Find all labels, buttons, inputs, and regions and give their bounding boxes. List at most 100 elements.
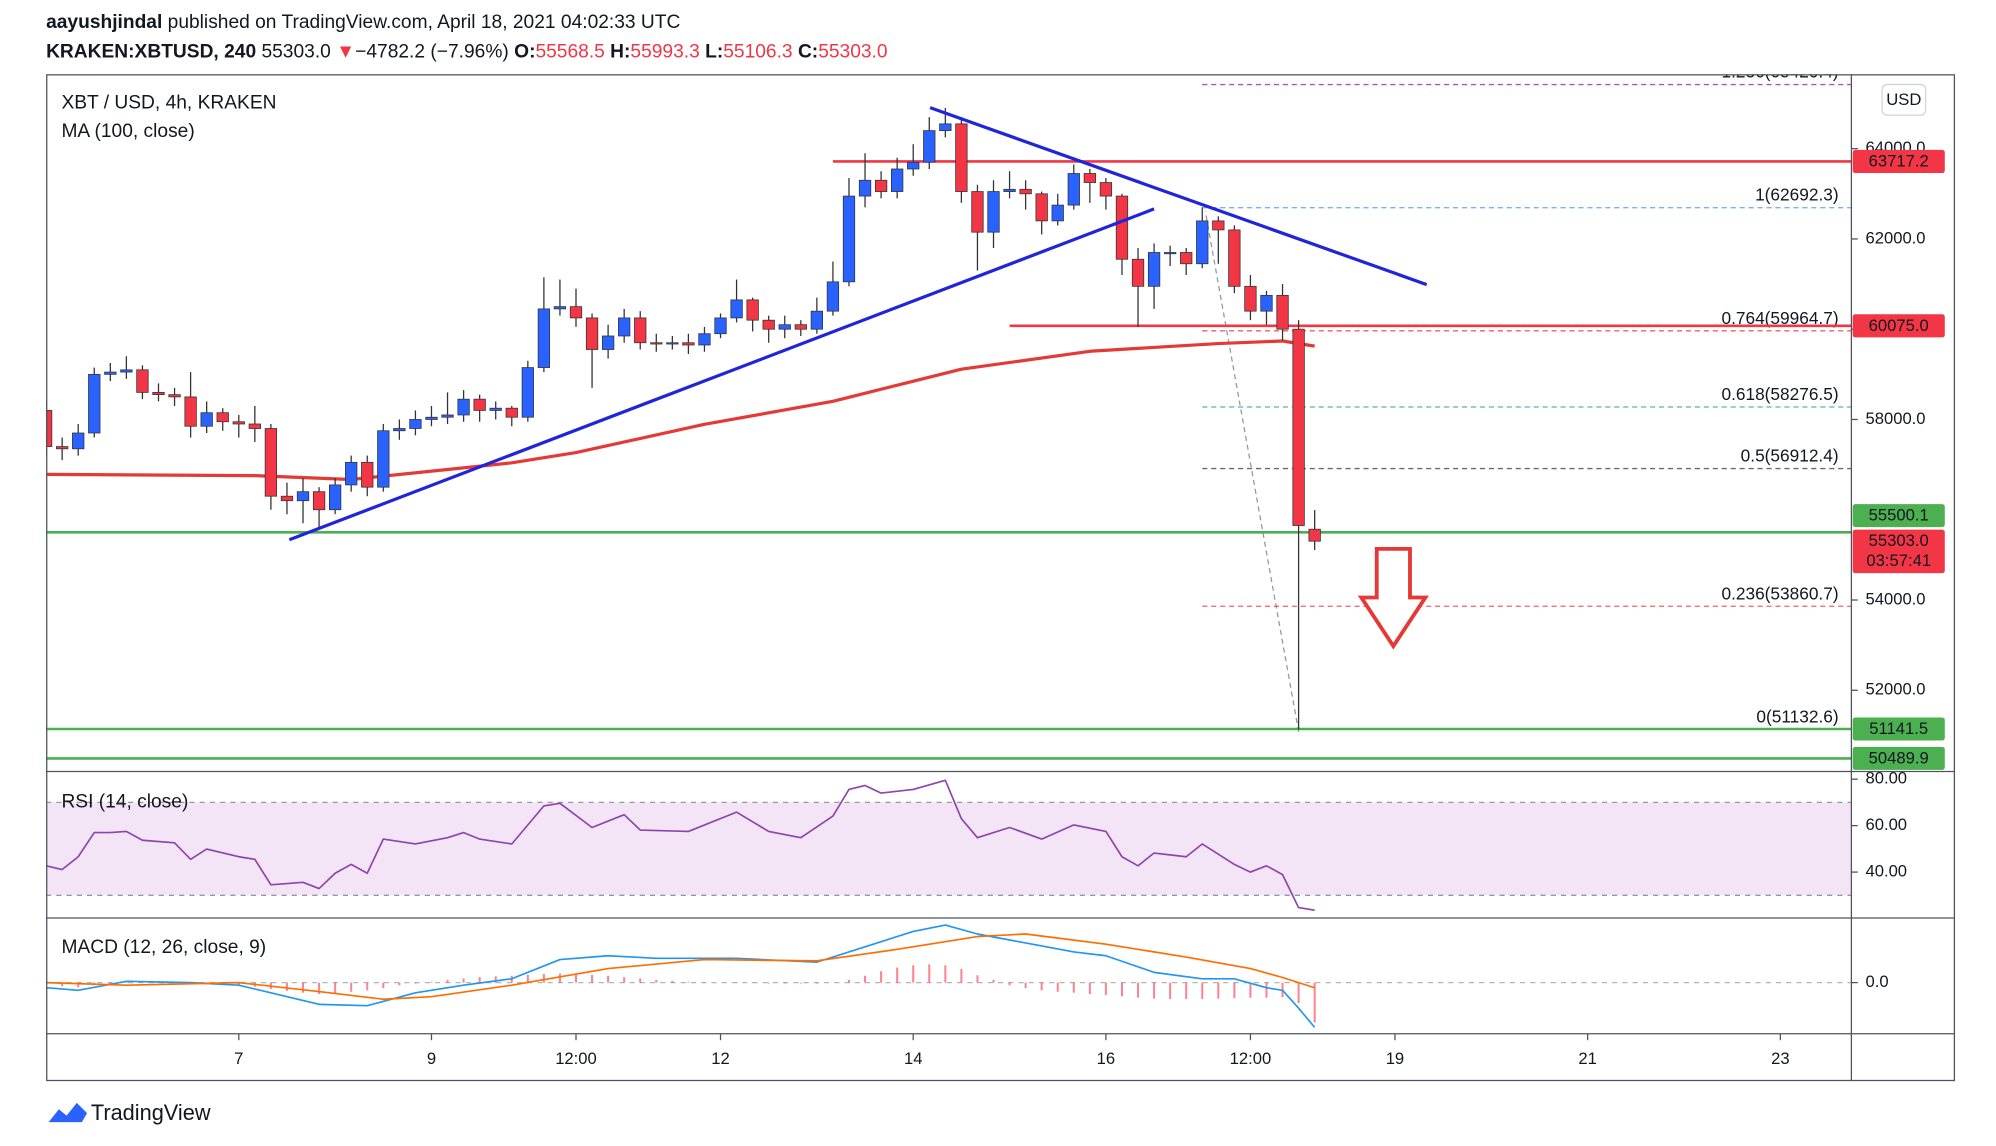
candle-body	[762, 319, 775, 330]
x-tick-label: 12:00	[1230, 1049, 1272, 1068]
macd-histogram-bar	[526, 974, 529, 983]
candle-body	[1244, 285, 1257, 312]
macd-histogram-bar	[414, 982, 417, 984]
candle-body	[473, 398, 486, 411]
candle-body	[794, 324, 807, 330]
macd-histogram-bar	[574, 973, 578, 983]
candle-body	[1308, 528, 1321, 542]
countdown: 03:57:41	[1866, 551, 1931, 570]
candle-body	[136, 369, 149, 393]
ohlc-value: 55993.3	[630, 42, 699, 63]
currency[interactable]: USD	[1886, 90, 1921, 109]
level-tag-label: 55500.1	[1869, 506, 1929, 525]
macd-histogram-bar	[430, 981, 433, 983]
down-arrow	[1357, 546, 1429, 650]
macd-histogram-bar	[687, 981, 690, 983]
macd-histogram-bar	[1201, 982, 1204, 1000]
candle-body	[361, 461, 374, 488]
macd-histogram-bar	[1169, 982, 1172, 1000]
currency-button[interactable]	[1881, 83, 1927, 116]
macd-histogram-bar	[847, 979, 851, 983]
frame	[46, 74, 1956, 1082]
macd-histogram-bar	[61, 982, 64, 987]
rsi-pane	[46, 779, 1852, 911]
macd-histogram-bar	[285, 982, 288, 991]
signal-line	[46, 933, 1315, 1001]
candle-body	[939, 123, 952, 132]
fib-label: 1(62692.3)	[1755, 185, 1839, 205]
y-tick-label: 40.00	[1865, 861, 1907, 880]
candle-body	[409, 419, 422, 429]
ohlc-label: C:	[798, 42, 818, 63]
level-tag	[1852, 504, 1945, 528]
candle-body	[987, 191, 1000, 233]
candle-body	[1035, 193, 1048, 222]
candle-body	[216, 412, 229, 423]
candle-body	[1051, 204, 1064, 222]
candle-body	[505, 407, 518, 418]
candle-body	[1083, 173, 1096, 183]
macd-histogram-bar	[976, 975, 979, 983]
chart-title: XBT / USD, 4h, KRAKEN	[61, 93, 276, 114]
macd-pane	[46, 924, 1852, 1028]
candle-body	[120, 369, 133, 373]
trendline	[929, 106, 1428, 287]
brand: TradingView	[91, 1100, 211, 1125]
macd-histogram-bar	[350, 982, 353, 992]
macd-histogram-bar	[607, 975, 610, 983]
macd-histogram-bar	[462, 978, 465, 983]
logo	[48, 1102, 88, 1123]
macd-histogram-bar	[623, 977, 626, 983]
candle-body	[1228, 229, 1241, 287]
macd-histogram-bar	[896, 967, 899, 983]
x-tick-label: 23	[1771, 1049, 1790, 1068]
candle-body	[200, 412, 213, 427]
author: aayushjindal	[46, 12, 162, 33]
macd-histogram-bar	[591, 974, 594, 983]
fib-label: 0.5(56912.4)	[1741, 446, 1839, 466]
ohlc-value: 55106.3	[723, 42, 792, 63]
macd-histogram-bar	[992, 979, 995, 983]
fib-label: 0.618(58276.5)	[1721, 384, 1838, 404]
fib-label: 0(51132.6)	[1756, 706, 1838, 726]
candle-body	[168, 394, 181, 398]
x-tick-label: 12:00	[555, 1049, 597, 1068]
last: 55303.0	[261, 42, 330, 63]
candle-body	[232, 421, 245, 425]
rsi-band	[46, 802, 1852, 896]
macd-histogram-bar	[366, 982, 369, 991]
x-tick-label: 14	[904, 1049, 922, 1068]
candle-body	[425, 416, 438, 420]
candle-body	[1115, 195, 1129, 260]
candle-body	[393, 428, 406, 432]
x-tick-label: 9	[427, 1049, 436, 1068]
level-tag	[1852, 717, 1945, 741]
macd-histogram-bar	[1136, 982, 1140, 998]
candle-body	[377, 430, 390, 488]
candle-body	[537, 308, 551, 368]
macd-histogram-bar	[767, 982, 770, 984]
symbol-line: KRAKEN:XBTUSD, 240 55303.0 ▼−4782.2 (−7.…	[46, 42, 887, 63]
y-tick-label: 60.00	[1865, 815, 1907, 834]
rsi-legend: RSI (14, close)	[61, 791, 188, 812]
trendline	[288, 207, 1155, 542]
candle-body	[1163, 252, 1177, 255]
y-tick-label: 52000.0	[1865, 680, 1925, 699]
candle-body	[810, 310, 824, 330]
level-tag-label: 60075.0	[1869, 316, 1929, 335]
change: −4782.2 (−7.96%)	[355, 42, 509, 63]
ohlc-value: 55303.0	[818, 42, 887, 63]
candle-body	[601, 335, 615, 350]
candle-body	[521, 367, 534, 418]
candle-body	[312, 491, 326, 511]
macd-histogram-bar	[1120, 982, 1123, 997]
candle-body	[46, 410, 53, 447]
candle-body	[618, 317, 631, 337]
macd-histogram-bar	[960, 968, 963, 983]
level-tag-label: 50489.9	[1869, 748, 1929, 767]
macd-histogram-bar	[1056, 982, 1059, 992]
macd-histogram-bar	[109, 982, 112, 984]
candle-body	[971, 191, 984, 233]
published: published on TradingView.com, April 18, …	[168, 12, 681, 33]
candle-body	[891, 168, 904, 192]
